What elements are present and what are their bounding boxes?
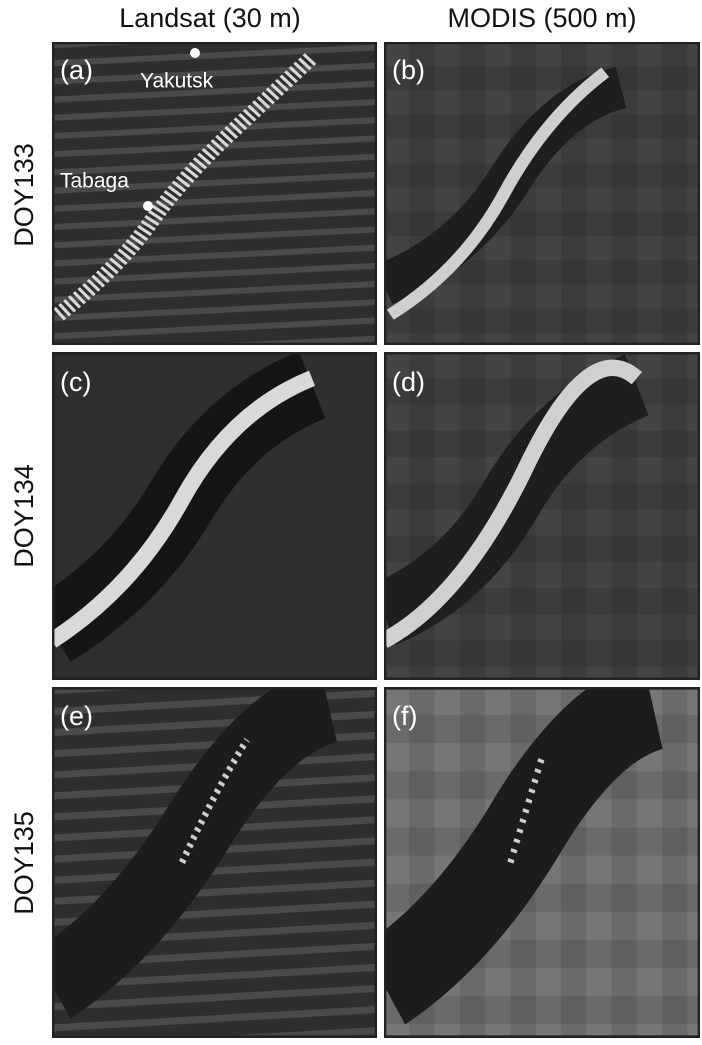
figure: Landsat (30 m) MODIS (500 m) DOY133 DOY1… (0, 0, 702, 1040)
panel-label: (b) (392, 55, 425, 85)
row-label: DOY135 (9, 811, 39, 915)
image-panel (52, 42, 377, 345)
place-label: Yakutsk (140, 70, 214, 93)
row-label: DOY133 (9, 143, 39, 247)
image-panel (384, 687, 700, 1038)
image-panel (52, 352, 377, 680)
panel-label: (e) (60, 701, 93, 731)
panel-label: (d) (392, 367, 425, 397)
place-label: Tabaga (60, 170, 129, 193)
panel-label: (c) (60, 367, 91, 397)
place-marker (190, 48, 200, 58)
image-panel (384, 42, 700, 345)
image-panel (384, 352, 700, 680)
place-marker (143, 201, 153, 211)
image-panel (52, 687, 377, 1038)
panel-label: (a) (60, 55, 93, 85)
column-header: MODIS (500 m) (447, 3, 636, 33)
column-header: Landsat (30 m) (119, 3, 301, 33)
row-label: DOY134 (9, 464, 39, 568)
panel-label: (f) (392, 701, 417, 731)
